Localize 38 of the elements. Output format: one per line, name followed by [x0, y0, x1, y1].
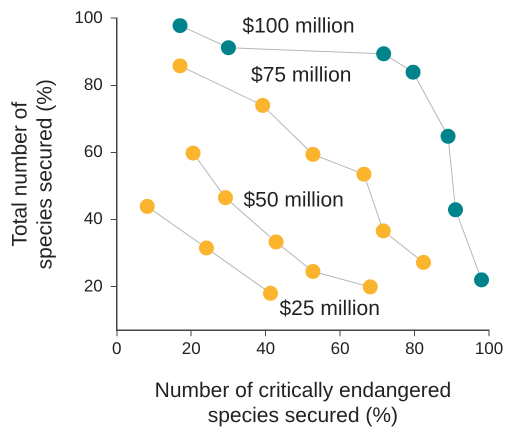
series-label: $25 million — [279, 297, 380, 320]
point — [406, 64, 421, 80]
point — [440, 128, 456, 144]
point — [220, 40, 236, 56]
point — [474, 272, 489, 288]
point — [305, 146, 320, 162]
point — [448, 202, 463, 218]
x-tick-label: 20 — [182, 339, 201, 358]
point — [416, 254, 431, 270]
point — [198, 240, 214, 256]
point — [356, 166, 372, 182]
y-tick-label: 100 — [74, 8, 103, 27]
x-axis-title: Number of critically endangered species secured (%) — [154, 378, 452, 428]
y-axis-title: Total number of species secured (%) — [8, 79, 57, 270]
y-tick-label: 40 — [84, 209, 103, 228]
point — [268, 234, 284, 250]
point — [140, 198, 155, 214]
point — [362, 279, 378, 294]
series-label: $50 million — [243, 188, 344, 212]
x-tick-label: 40 — [256, 339, 276, 358]
x-tick-label: 80 — [405, 339, 424, 358]
point — [376, 46, 392, 62]
point — [305, 264, 320, 279]
point — [255, 98, 270, 113]
point — [172, 58, 188, 74]
point — [172, 18, 188, 34]
series-label: $100 million — [242, 14, 355, 38]
x-tick-label: 100 — [474, 339, 504, 358]
point — [263, 286, 278, 301]
point — [376, 223, 391, 238]
series-label: $75 million — [251, 64, 352, 87]
x-tick-label: 60 — [330, 339, 350, 358]
x-tick-label: 0 — [112, 339, 122, 358]
y-tick-label: 80 — [84, 74, 103, 94]
point — [186, 146, 201, 161]
y-tick-label: 20 — [84, 276, 103, 296]
y-tick-label: 60 — [84, 142, 103, 162]
point — [218, 190, 233, 206]
